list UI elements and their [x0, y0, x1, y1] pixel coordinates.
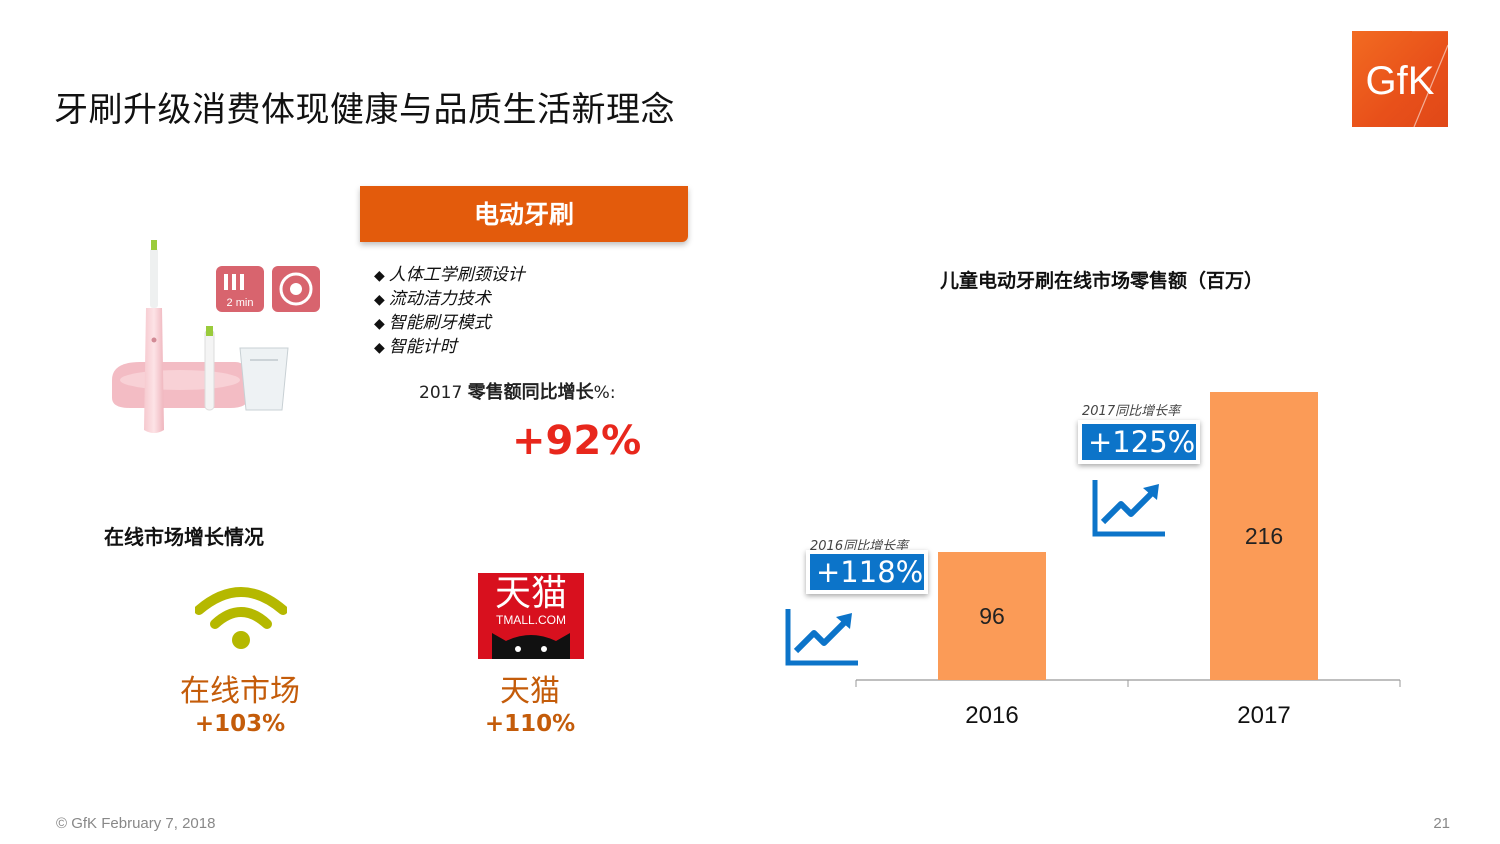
- x-tick-label: 2017: [1237, 702, 1290, 729]
- online-market-name: 在线市场: [180, 674, 300, 709]
- logo-stripes: [1412, 31, 1448, 127]
- bar-chart: 96 2016 216 2017: [855, 392, 1401, 729]
- growth-value: +92%: [512, 418, 642, 464]
- page-title: 牙刷升级消费体现健康与品质生活新理念: [54, 90, 675, 130]
- feature-text: 智能刷牙模式: [388, 313, 491, 333]
- feature-text: 智能计时: [388, 337, 457, 357]
- feature-text: 人体工学刷颈设计: [388, 265, 525, 285]
- feature-list: ◆ 人体工学刷颈设计 ◆ 流动洁力技术 ◆ 智能刷牙模式 ◆ 智能计时: [374, 264, 525, 360]
- bar-2016: [938, 552, 1046, 680]
- feature-item: ◆ 人体工学刷颈设计: [374, 264, 525, 288]
- feature-text: 流动洁力技术: [388, 289, 491, 309]
- footer-copyright: © GfK February 7, 2018: [56, 815, 216, 832]
- bar-value-label: 216: [1245, 523, 1283, 549]
- feature-item: ◆ 流动洁力技术: [374, 288, 525, 312]
- trend-up-icon: [785, 609, 858, 666]
- growth-label-unit: %:: [593, 383, 616, 403]
- diamond-bullet-icon: ◆: [374, 316, 385, 332]
- page-number: 21: [1433, 815, 1450, 832]
- bar-value-label: 96: [979, 603, 1005, 629]
- feature-item: ◆ 智能刷牙模式: [374, 312, 525, 336]
- growth-label: 2017 零售额同比增长%:: [419, 378, 616, 404]
- tmall-growth: +110%: [484, 711, 576, 737]
- rate-box-2017: +125%: [1078, 420, 1200, 464]
- toothbrush-product-image: 2 min: [112, 240, 320, 433]
- product-badge-text: 2 min: [227, 297, 254, 309]
- rate-value-2016: +118%: [810, 554, 924, 590]
- online-market-growth: +103%: [194, 711, 286, 737]
- tmall-cat-icon: [492, 633, 570, 659]
- chart-title: 儿童电动牙刷在线市场零售额（百万）: [940, 270, 1264, 292]
- diamond-bullet-icon: ◆: [374, 292, 385, 308]
- diamond-bullet-icon: ◆: [374, 340, 385, 356]
- feature-item: ◆ 智能计时: [374, 336, 525, 360]
- rate-box-2016: +118%: [806, 550, 928, 594]
- bar-2017: [1210, 392, 1318, 680]
- gfk-logo: GfK: [1352, 31, 1448, 127]
- tmall-name: 天猫: [500, 674, 560, 709]
- tmall-logo-en: TMALL.COM: [495, 613, 566, 627]
- diamond-bullet-icon: ◆: [374, 268, 385, 284]
- rate-caption-2017: 2017同比增长率: [1082, 404, 1181, 419]
- online-growth-title: 在线市场增长情况: [104, 525, 264, 549]
- logo-text: GfK: [1365, 59, 1435, 103]
- rate-value-2017: +125%: [1082, 424, 1196, 460]
- electric-toothbrush-banner: 电动牙刷: [360, 186, 688, 242]
- wifi-icon: [195, 587, 287, 649]
- tmall-logo-cn: 天猫: [494, 573, 567, 614]
- x-tick-label: 2016: [965, 702, 1018, 729]
- growth-label-year: 2017: [419, 383, 468, 403]
- tmall-logo: 天猫 TMALL.COM: [478, 573, 584, 659]
- trend-up-icon: [1092, 480, 1165, 537]
- growth-label-text: 零售额同比增长: [467, 382, 594, 403]
